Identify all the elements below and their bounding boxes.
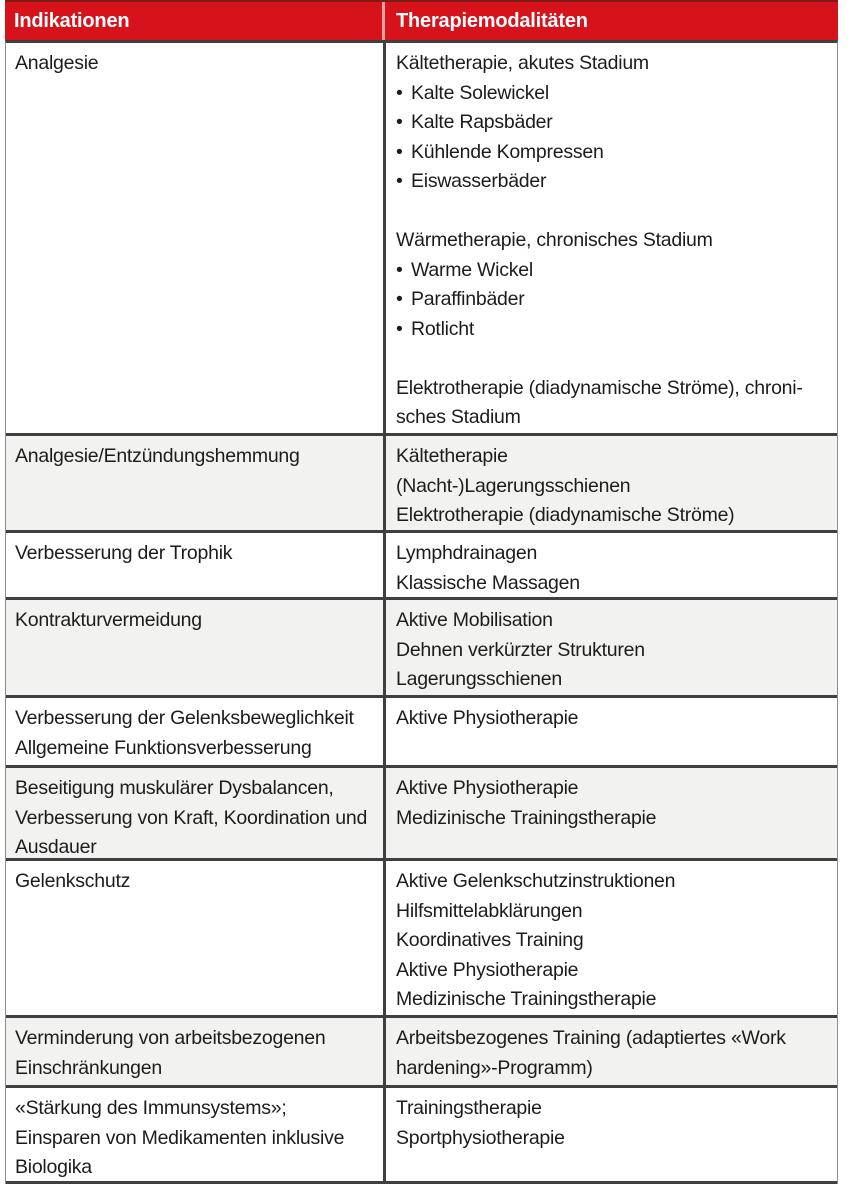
therapy-group: Aktive Physiotherapie Medizinische Train… <box>396 774 831 833</box>
bullet-text: Rotlicht <box>411 317 475 340</box>
therapy-bullet-item: • Paraffinbäder <box>396 285 831 315</box>
therapy-group: Aktive Gelenkschutzinstruktionen Hilfsmi… <box>396 867 831 1015</box>
indication-cell: Beseitigung muskulärer Dysbalancen, Verb… <box>15 777 368 858</box>
therapy-bullet-item: • Kühlende Kompressen <box>396 138 831 168</box>
bullet-icon: • <box>396 317 403 340</box>
bullet-icon: • <box>396 170 403 192</box>
column-divider <box>383 1088 386 1181</box>
indication-cell: Gelenkschutz <box>15 870 131 892</box>
therapy-bullet-item: • Kalte Rapsbäder <box>396 108 831 138</box>
table-row: Verminderung von arbeitsbezogenen Einsch… <box>6 1018 837 1088</box>
indication-cell: Verbesserung der Gelenksbeweglichkeit Al… <box>15 707 354 759</box>
therapy-bullet-item: • Kalte Solewickel <box>396 79 831 109</box>
bullet-text: Paraffinbäder <box>411 288 525 310</box>
table-row: Verbesserung der Trophik Lymphdrainagen K… <box>6 533 837 600</box>
therapy-bullet-item: • Rotlicht <box>396 315 831 345</box>
therapy-cell: Lymphdrainagen Klassische Massagen <box>386 533 837 597</box>
bullet-icon: • <box>396 140 403 163</box>
therapy-title: Trainingstherapie Sportphysiotherapie <box>396 1097 565 1149</box>
bullet-text: Kalte Rapsbäder <box>411 111 553 133</box>
indication-cell: Analgesie <box>15 52 99 74</box>
therapy-title: Arbeitsbezogenes Training (adaptiertes «… <box>396 1027 786 1079</box>
table-header-row: Indikationen Therapiemodalitäten <box>5 0 838 40</box>
therapy-group: Lymphdrainagen Klassische Massagen <box>396 539 831 597</box>
indication-cell: «Stärkung des Immunsystems»; Einsparen v… <box>15 1097 345 1178</box>
therapy-group: Kältetherapie (Nacht-)Lagerungsschienen … <box>396 442 831 530</box>
table-row: Verbesserung der Gelenksbeweglichkeit Al… <box>6 698 837 768</box>
therapy-cell: Aktive Mobilisation Dehnen verkürzter St… <box>386 600 837 695</box>
therapy-group: Aktive Mobilisation Dehnen verkürzter St… <box>396 606 831 695</box>
table-row: «Stärkung des Immunsystems»; Einsparen v… <box>6 1088 837 1184</box>
bullet-text: Kalte Solewickel <box>411 81 549 104</box>
header-cell-indikationen: Indikationen <box>14 10 130 32</box>
indication-cell: Verbesserung der Trophik <box>15 542 233 564</box>
header-column-divider <box>382 2 385 40</box>
table-row: Analgesie Kältetherapie, akutes Stadium • K… <box>6 43 837 436</box>
column-divider <box>383 1018 386 1085</box>
indication-cell: Kontrakturvermeidung <box>15 609 202 631</box>
indications-therapies-table: Indikationen Therapiemodalitäten Analges… <box>5 0 838 1184</box>
therapy-group: Elektrotherapie (diadynamische Ströme), … <box>396 374 831 433</box>
column-divider <box>383 698 386 765</box>
bullet-icon: • <box>396 288 403 310</box>
therapy-group: Kältetherapie, akutes Stadium • Kalte Sole… <box>396 49 831 197</box>
therapy-bullet-item: • Warme Wickel <box>396 256 831 286</box>
column-divider <box>383 600 386 695</box>
table-row: Analgesie/Entzündungshemmung Kältetherapi… <box>6 436 837 533</box>
therapy-cell: Aktive Gelenkschutzinstruktionen Hilfsmi… <box>386 861 837 1015</box>
bullet-text: Warme Wickel <box>411 258 533 281</box>
therapy-title: Lymphdrainagen Klassische Massagen <box>396 542 580 594</box>
therapy-cell: Kältetherapie, akutes Stadium • Kalte Sole… <box>386 43 837 433</box>
therapy-group: Trainingstherapie Sportphysiotherapie <box>396 1094 831 1153</box>
table-row: Gelenkschutz Aktive Gelenkschutzinstrukti… <box>6 861 837 1018</box>
therapy-cell: Trainingstherapie Sportphysiotherapie <box>386 1088 837 1181</box>
therapy-group: Wärmetherapie, chronisches Stadium • Warme… <box>396 226 831 344</box>
therapy-title: Kältetherapie (Nacht-)Lagerungsschienen … <box>396 445 735 526</box>
bullet-icon: • <box>396 258 403 281</box>
therapy-cell: Kältetherapie (Nacht-)Lagerungsschienen … <box>386 436 837 530</box>
therapy-title: Elektrotherapie (diadynamische Ströme), … <box>396 376 803 429</box>
therapy-title: Wärmetherapie, chronisches Stadium <box>396 229 713 251</box>
therapy-cell: Arbeitsbezogenes Training (adaptiertes «… <box>386 1018 837 1085</box>
bullet-text: Eiswasserbäder <box>411 170 547 192</box>
table-body: Analgesie Kältetherapie, akutes Stadium • K… <box>5 40 838 1184</box>
indication-cell: Analgesie/Entzündungshemmung <box>15 445 300 467</box>
therapy-title: Aktive Gelenkschutzinstruktionen Hilfsmi… <box>396 870 676 1010</box>
therapy-group: Arbeitsbezogenes Training (adaptiertes «… <box>396 1024 831 1083</box>
therapy-cell: Aktive Physiotherapie Medizinische Train… <box>386 768 837 858</box>
bullet-icon: • <box>396 111 403 133</box>
therapy-title: Aktive Physiotherapie Medizinische Train… <box>396 777 657 829</box>
column-divider <box>383 861 386 1015</box>
table-row: Kontrakturvermeidung Aktive Mobilisation … <box>6 600 837 698</box>
therapy-group: Aktive Physiotherapie <box>396 704 831 734</box>
bullet-text: Kühlende Kompressen <box>411 140 604 163</box>
bullet-icon: • <box>396 81 403 104</box>
table-row: Beseitigung muskulärer Dysbalancen, Verb… <box>6 768 837 861</box>
therapy-title: Aktive Mobilisation Dehnen verkürzter St… <box>396 609 645 690</box>
column-divider <box>383 533 386 597</box>
indication-cell: Verminderung von arbeitsbezogenen Einsch… <box>15 1027 326 1079</box>
therapy-title: Aktive Physiotherapie <box>396 707 579 729</box>
therapy-title: Kältetherapie, akutes Stadium <box>396 52 649 74</box>
column-divider <box>383 768 386 858</box>
therapy-bullet-item: • Eiswasserbäder <box>396 167 831 197</box>
therapy-cell: Aktive Physiotherapie <box>386 698 837 765</box>
column-divider <box>383 436 386 530</box>
column-divider <box>383 43 386 433</box>
header-cell-therapiemodalitaeten: Therapiemodalitäten <box>396 10 588 32</box>
